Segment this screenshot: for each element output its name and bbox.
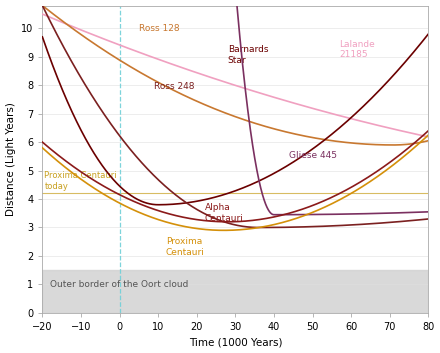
Text: Proxima Centauri
today: Proxima Centauri today: [44, 172, 117, 191]
Text: Barnards
Star: Barnards Star: [227, 46, 268, 65]
X-axis label: Time (1000 Years): Time (1000 Years): [189, 337, 282, 347]
Text: Ross 128: Ross 128: [139, 24, 180, 33]
Y-axis label: Distance (Light Years): Distance (Light Years): [6, 102, 15, 216]
Text: Outer border of the Oort cloud: Outer border of the Oort cloud: [50, 280, 188, 289]
Text: Gliese 445: Gliese 445: [290, 151, 337, 160]
Text: Lalande
21185: Lalande 21185: [340, 40, 375, 59]
Bar: [42, 270, 428, 313]
Text: Proxima
Centauri: Proxima Centauri: [166, 238, 205, 257]
Text: Ross 248: Ross 248: [154, 82, 195, 91]
Text: Alpha
Centauri: Alpha Centauri: [205, 203, 243, 223]
